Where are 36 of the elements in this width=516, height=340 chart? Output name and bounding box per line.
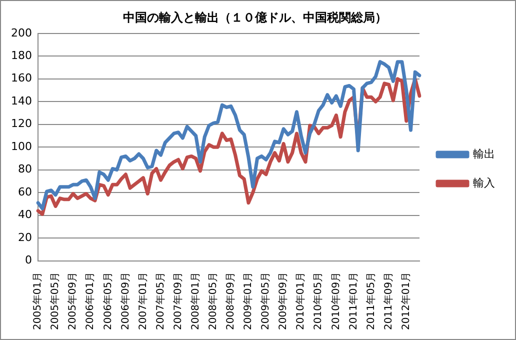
y-tick-label: 120 bbox=[10, 117, 32, 130]
y-tick-label: 0 bbox=[24, 254, 32, 267]
x-tick-label: 2010年01月 bbox=[294, 272, 307, 330]
x-tick-label: 2011年01月 bbox=[347, 272, 360, 330]
x-tick-label: 2010年05月 bbox=[312, 272, 324, 330]
chart-title: 中国の輸入と輸出（１０億ドル、中国税関総局） bbox=[123, 10, 387, 24]
x-tick-label: 2011年05月 bbox=[364, 272, 377, 330]
x-tick-label: 2005年05月 bbox=[49, 272, 62, 330]
x-tick-label: 2006年05月 bbox=[102, 272, 114, 330]
x-tick-label: 2009年01月 bbox=[242, 272, 254, 330]
y-tick-label: 20 bbox=[18, 230, 32, 244]
x-tick-label: 2006年01月 bbox=[84, 272, 96, 330]
y-tick-label: 60 bbox=[18, 185, 32, 198]
x-tick-label: 2012年01月 bbox=[400, 272, 412, 330]
x-tick-label: 2007年01月 bbox=[136, 272, 149, 330]
x-tick-label: 2007年09月 bbox=[172, 272, 184, 330]
y-tick-label: 160 bbox=[10, 72, 32, 85]
x-tick-label: 2011年09月 bbox=[382, 272, 394, 330]
x-tick-label: 2005年09月 bbox=[66, 272, 79, 330]
x-tick-label: 2010年09月 bbox=[330, 272, 342, 330]
x-tick-label: 2008年09月 bbox=[224, 272, 237, 330]
legend-label: 輸入 bbox=[473, 176, 495, 190]
y-tick-label: 140 bbox=[10, 94, 32, 108]
y-tick-label: 80 bbox=[18, 162, 32, 176]
x-tick-label: 2009年05月 bbox=[260, 272, 272, 330]
x-tick-label: 2007年05月 bbox=[154, 272, 166, 330]
y-tick-label: 180 bbox=[10, 49, 32, 62]
x-tick-label: 2009年09月 bbox=[277, 272, 290, 330]
x-tick-label: 2006年09月 bbox=[119, 272, 132, 330]
y-tick-label: 40 bbox=[18, 208, 32, 222]
x-tick-label: 2008年05月 bbox=[206, 272, 219, 330]
x-tick-label: 2005年01月 bbox=[32, 272, 44, 330]
x-tick-label: 2008年01月 bbox=[189, 272, 202, 330]
y-tick-label: 100 bbox=[10, 140, 32, 153]
legend-label: 輸出 bbox=[473, 147, 495, 160]
y-tick-label: 200 bbox=[10, 26, 32, 40]
